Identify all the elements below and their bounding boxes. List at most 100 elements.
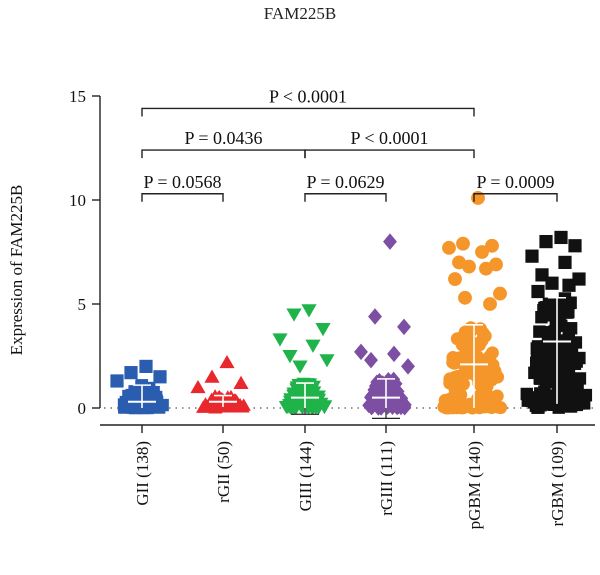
y-tick-label: 10 [69, 191, 86, 210]
bracket-2: P < 0.0001 [304, 128, 475, 159]
x-tick-label: pGBM (140) [465, 441, 484, 529]
data-point [305, 339, 321, 353]
data-point [319, 354, 335, 368]
data-point [474, 399, 488, 413]
data-point [362, 397, 376, 414]
data-point [485, 238, 499, 253]
data-point [301, 304, 317, 318]
data-point [219, 354, 235, 369]
group-1 [190, 354, 251, 414]
data-point [456, 377, 470, 391]
data-point [292, 360, 308, 374]
x-tick-label: rGBM (109) [548, 441, 567, 526]
x-tick-label: rGIII (111) [377, 441, 396, 516]
data-point [529, 399, 543, 412]
data-point [387, 345, 401, 363]
data-point [368, 381, 382, 398]
data-point [483, 297, 497, 311]
group-2 [272, 304, 335, 415]
data-point [446, 355, 460, 369]
data-point [396, 397, 410, 413]
data-point [545, 276, 559, 290]
p-value-label: P = 0.0436 [185, 128, 263, 148]
data-point [549, 350, 562, 363]
data-point [572, 272, 586, 286]
y-tick-label: 5 [78, 295, 87, 314]
data-point [442, 240, 456, 255]
data-point [535, 268, 549, 282]
data-point [317, 401, 332, 415]
data-point [570, 355, 583, 368]
bracket-3: P = 0.0568 [141, 172, 224, 202]
significance-brackets: P < 0.0001 P = 0.0436 P < 0.0001 P = 0.0568… [141, 86, 558, 202]
data-point [124, 366, 138, 380]
data-point [286, 308, 302, 322]
p-value-label: P = 0.0009 [477, 172, 555, 192]
data-point [525, 249, 539, 263]
data-point [354, 343, 368, 361]
p-value-label: P = 0.0629 [307, 172, 385, 192]
x-tick-label: GII (138) [133, 441, 152, 506]
data-point [479, 261, 493, 276]
data-point [458, 290, 472, 305]
data-point [554, 230, 568, 245]
bracket-1: P = 0.0436 [141, 128, 306, 159]
data-point [480, 378, 494, 392]
data-point [119, 401, 132, 414]
p-value-label: P < 0.0001 [351, 128, 429, 148]
data-point [462, 363, 476, 377]
data-point [564, 322, 578, 335]
chart-title: FAM225B [263, 4, 337, 23]
data-point [364, 351, 378, 369]
data-point [542, 297, 556, 310]
x-tick-label: rGII (50) [214, 441, 233, 503]
data-point [570, 398, 583, 412]
data-point [460, 327, 474, 341]
bracket-line [141, 149, 306, 159]
data-point [462, 259, 476, 274]
data-point [545, 326, 558, 339]
data-point [282, 350, 298, 364]
data-point [128, 401, 142, 415]
data-point [475, 245, 489, 259]
data-point [486, 358, 500, 372]
data-point [315, 323, 331, 337]
data-point [558, 368, 572, 382]
data-point [443, 376, 457, 390]
data-point [547, 372, 560, 385]
data-point [543, 341, 556, 354]
bracket-0: P < 0.0001 [141, 86, 475, 117]
data-point [529, 356, 543, 369]
data-point [204, 369, 220, 383]
data-point [561, 306, 574, 319]
y-axis-label: Expression of FAM225B [7, 185, 26, 356]
data-point [272, 333, 288, 347]
data-point [484, 398, 498, 412]
group-5 [520, 230, 593, 414]
group-0 [110, 359, 169, 415]
bracket-4: P = 0.0629 [304, 172, 387, 202]
data-point [562, 278, 576, 292]
data-point [456, 236, 470, 251]
data-point [493, 286, 507, 301]
data-point [476, 326, 490, 340]
bracket-5: P = 0.0009 [473, 172, 558, 202]
bracket-line [304, 193, 387, 202]
data-point [368, 308, 382, 325]
data-point [198, 397, 213, 410]
data-point [139, 359, 153, 373]
data-groups [110, 190, 593, 419]
group-4 [437, 190, 508, 415]
data-point [373, 398, 387, 414]
x-tick-label: GIII (144) [296, 441, 315, 511]
bracket-line [304, 149, 475, 159]
p-value-label: P = 0.0568 [144, 172, 222, 192]
bracket-line [473, 193, 558, 202]
data-point [208, 401, 223, 414]
data-point [485, 346, 499, 360]
group-3 [354, 233, 415, 419]
data-point [568, 239, 582, 253]
data-point [547, 398, 560, 412]
bracket-line [141, 107, 475, 117]
